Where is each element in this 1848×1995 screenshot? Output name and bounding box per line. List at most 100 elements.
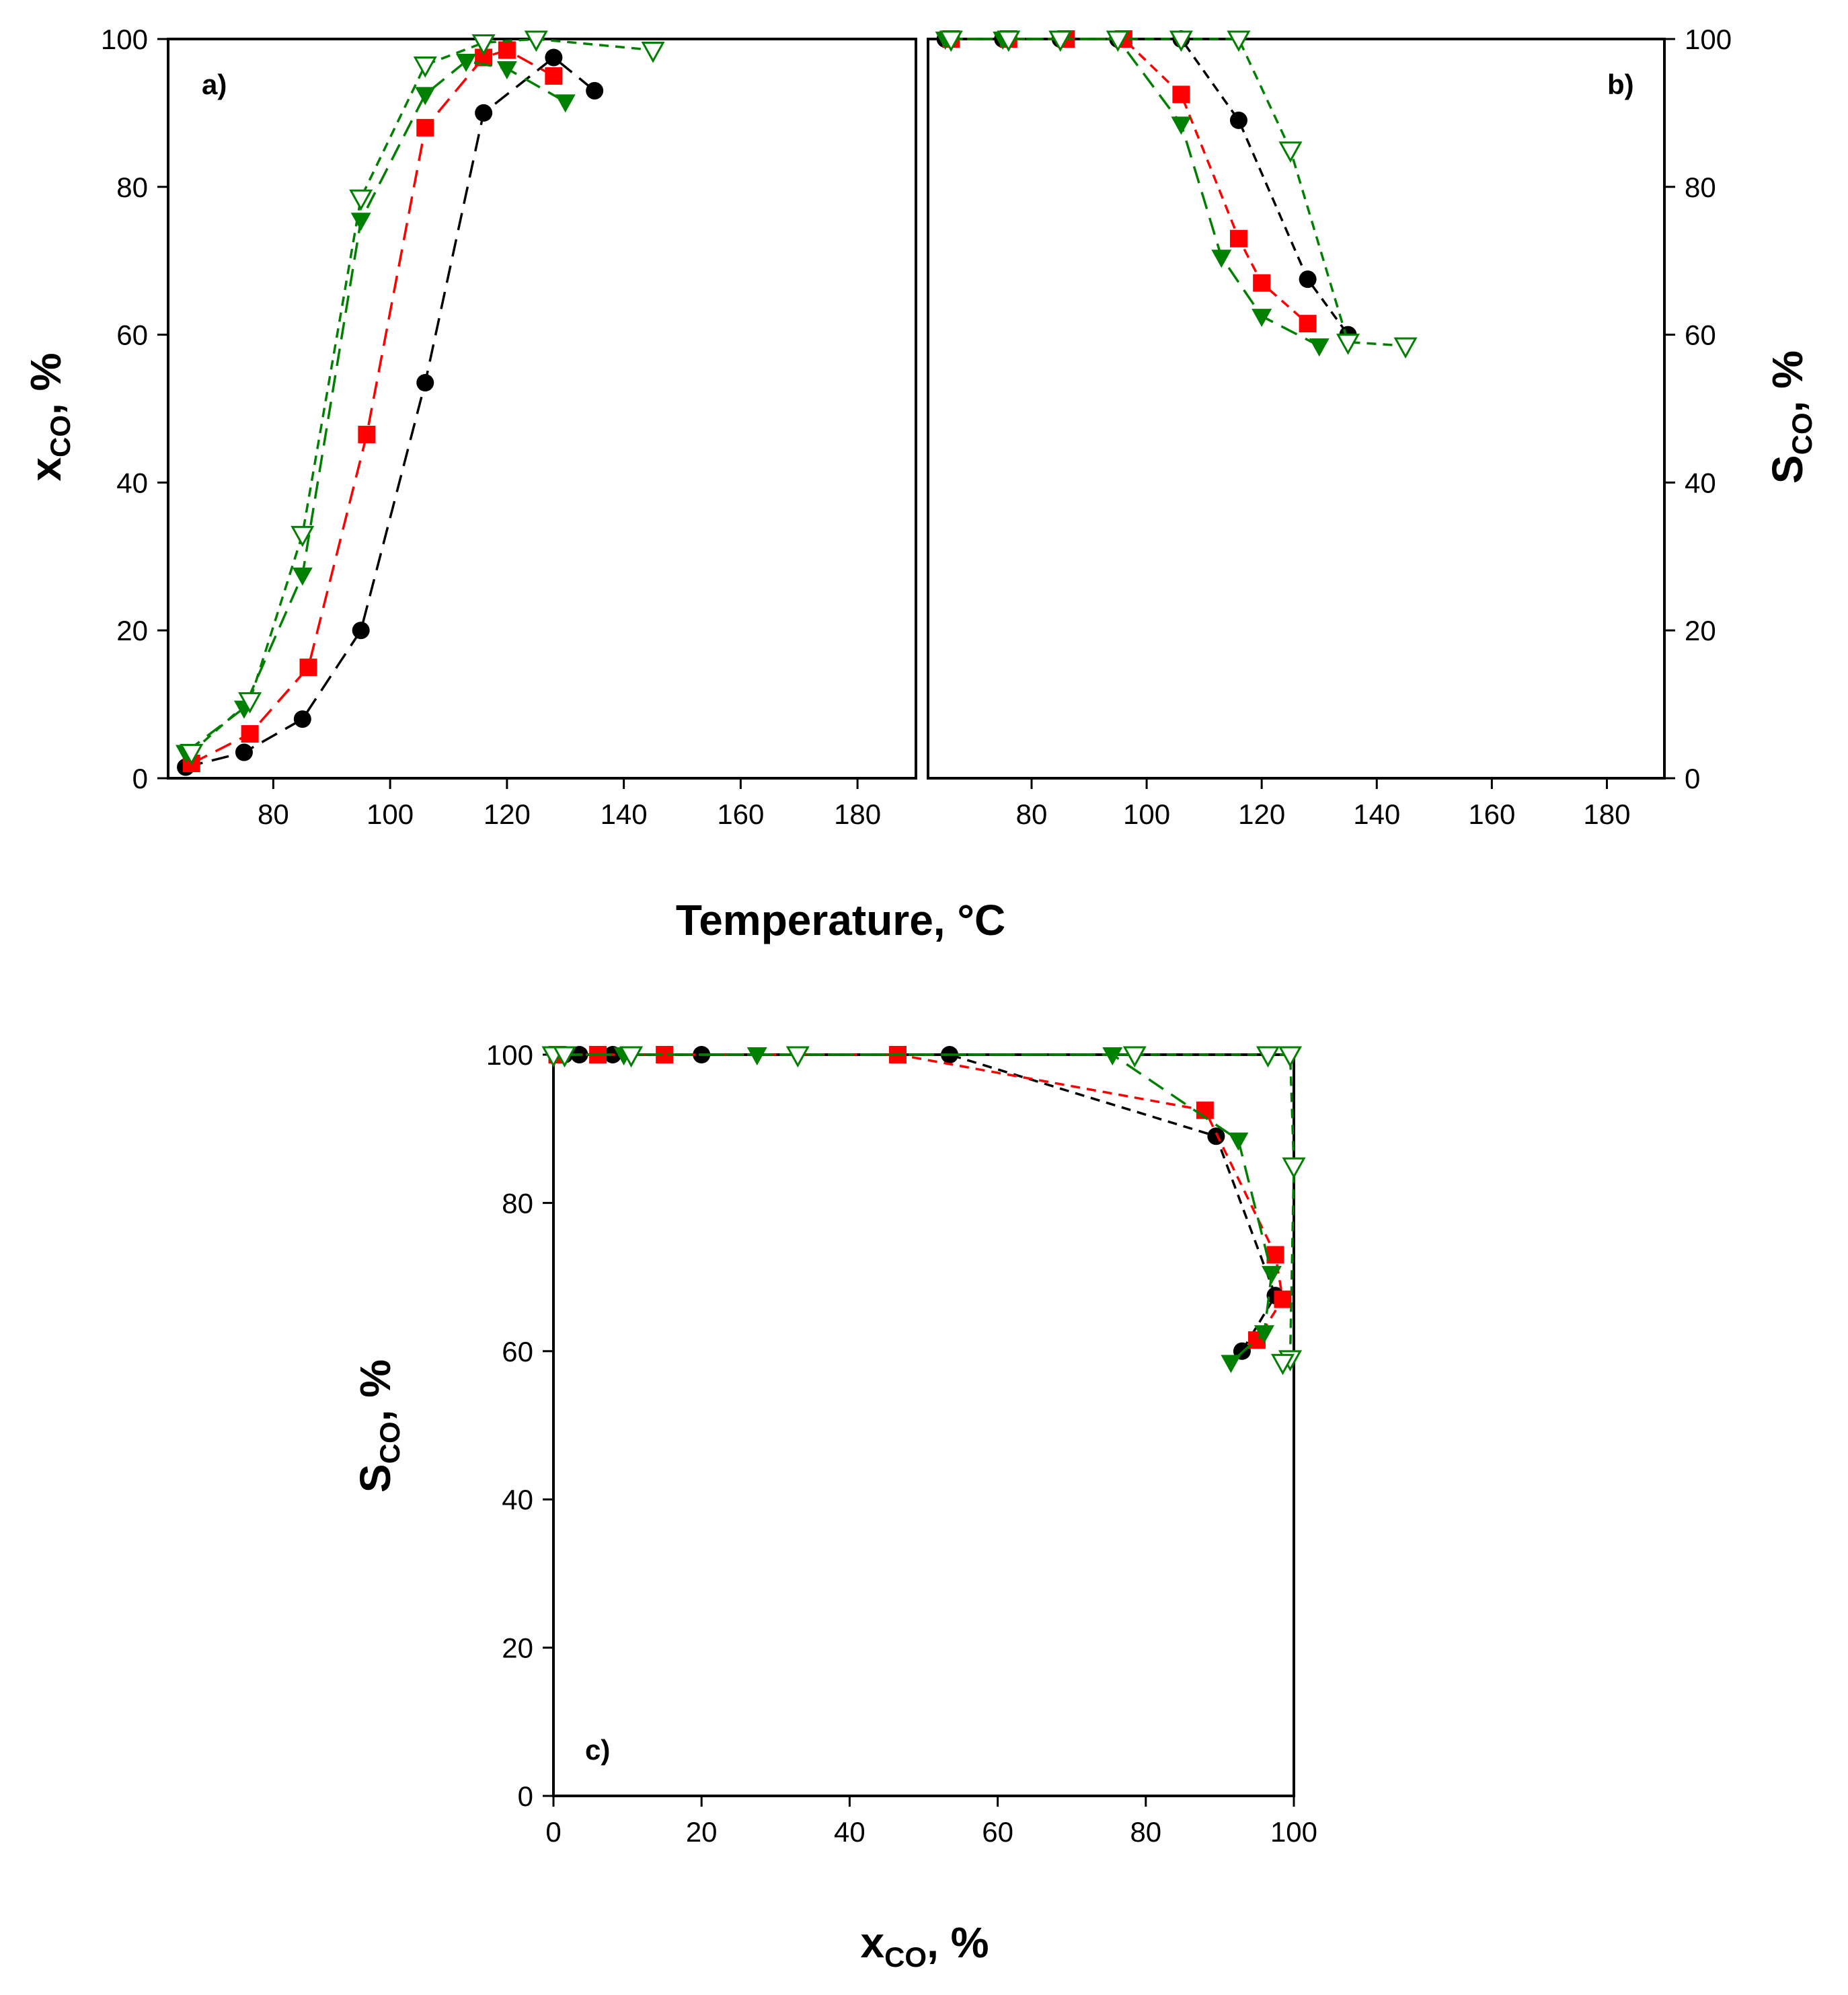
y-tick-label: 0 <box>518 1780 533 1812</box>
green-open-triangles-point <box>1256 1046 1280 1068</box>
panel-c-frame <box>552 1053 1295 1797</box>
green-open-triangles-point <box>1278 141 1303 163</box>
green-open-triangles-point <box>238 692 262 714</box>
x-tick-label: 20 <box>686 1816 718 1848</box>
y-tick-label: 100 <box>101 24 148 55</box>
panel-b-frame <box>927 38 1666 780</box>
green-filled-triangles-line <box>185 60 566 753</box>
red-squares-line <box>191 48 555 765</box>
green-open-triangles-point <box>1048 30 1073 52</box>
panel-c-chart: 0 20 40 60 80 100 0 20 40 60 80 100 <box>486 1039 1317 1848</box>
black-circles-point <box>586 81 604 100</box>
green-open-triangles-point <box>1106 30 1130 52</box>
black-circles-point <box>416 374 434 392</box>
y-tick-label: 0 <box>132 763 148 794</box>
black-circles-point <box>293 710 311 728</box>
x-tick-label: 80 <box>1016 798 1048 830</box>
y-tick-label: 20 <box>116 615 148 646</box>
green-open-triangles-point <box>785 1046 810 1068</box>
panel-c-label: c) <box>585 1734 610 1766</box>
green-open-triangles-point <box>349 189 373 211</box>
y-tick-label: 40 <box>1685 467 1716 498</box>
x-tick-label: 120 <box>1238 798 1285 830</box>
green-open-triangles-point <box>619 1046 644 1068</box>
black-circles-line <box>945 38 1349 336</box>
panel-b-chart: 80 100 120 140 160 180 0 20 40 60 80 100 <box>927 24 1732 830</box>
green-open-triangles-point <box>552 1046 577 1068</box>
y-tick-label: 60 <box>1685 319 1716 351</box>
green-open-triangles-point <box>471 34 496 56</box>
red-squares-point <box>358 425 376 443</box>
green-open-triangles-point <box>641 41 665 63</box>
green-filled-triangles-point <box>1102 1047 1123 1065</box>
green-filled-triangles-point <box>350 213 371 231</box>
green-filled-triangles-point <box>1221 1355 1241 1373</box>
green-filled-triangles-point <box>1309 338 1330 357</box>
red-squares-point <box>1274 1290 1292 1308</box>
green-filled-triangles-point <box>1211 250 1232 268</box>
green-open-triangles-point <box>1278 1046 1303 1068</box>
green-open-triangles-point <box>997 30 1021 52</box>
black-circles-point <box>352 622 370 640</box>
green-open-triangles-line <box>190 38 654 753</box>
black-circles-line <box>185 56 596 769</box>
panel-a-chart: 80 100 120 140 160 180 0 20 40 60 80 100 <box>101 24 917 830</box>
green-open-triangles-line <box>553 1053 1295 1363</box>
black-circles-point <box>545 48 563 67</box>
red-squares-point <box>416 118 434 137</box>
y-tick-label: 100 <box>486 1039 533 1071</box>
y-tick-label: 80 <box>1685 172 1716 203</box>
temperature-axis-title: Temperature, °C <box>676 896 1005 944</box>
red-squares-point <box>241 725 259 743</box>
black-circles-point <box>235 743 253 761</box>
green-open-triangles-point <box>939 30 963 52</box>
green-open-triangles-point <box>180 744 204 765</box>
black-circles-point <box>475 104 493 122</box>
y-tick-label: 20 <box>502 1632 533 1664</box>
green-filled-triangles-point <box>456 53 477 72</box>
red-squares-point <box>1266 1246 1284 1264</box>
red-squares-point <box>1253 274 1271 292</box>
green-open-triangles-point <box>1227 30 1251 52</box>
black-circles-point <box>1299 270 1317 289</box>
red-squares-point <box>545 67 563 85</box>
x-tick-label: 160 <box>717 798 764 830</box>
x-tick-label: 120 <box>484 798 531 830</box>
green-filled-triangles-point <box>1228 1132 1249 1151</box>
x-tick-label: 40 <box>834 1816 865 1848</box>
panel-b-y-axis-title: SCO, % <box>1763 350 1818 484</box>
green-open-triangles-point <box>524 30 548 52</box>
green-filled-triangles-point <box>746 1047 767 1065</box>
panel-c-x-axis-title: xCO, % <box>860 1918 989 1973</box>
green-open-triangles-point <box>1169 30 1193 52</box>
green-filled-triangles-point <box>1171 116 1192 135</box>
y-tick-label: 80 <box>116 172 148 203</box>
x-tick-label: 100 <box>1270 1816 1317 1848</box>
black-circles-point <box>1229 111 1247 129</box>
x-tick-label: 60 <box>982 1816 1013 1848</box>
green-filled-triangles-point <box>1254 1325 1274 1344</box>
green-filled-triangles-point <box>415 87 436 106</box>
black-circles-line <box>564 1053 1277 1352</box>
red-squares-point <box>1172 85 1190 104</box>
y-tick-label: 60 <box>116 319 148 351</box>
x-tick-label: 180 <box>1583 798 1630 830</box>
green-open-triangles-point <box>1393 337 1418 359</box>
x-tick-label: 140 <box>1353 798 1400 830</box>
x-tick-label: 80 <box>258 798 289 830</box>
y-tick-label: 80 <box>502 1187 533 1219</box>
y-tick-label: 20 <box>1685 615 1716 646</box>
x-tick-label: 140 <box>601 798 648 830</box>
panel-a-frame <box>167 38 917 780</box>
y-tick-label: 100 <box>1685 24 1732 55</box>
green-filled-triangles-point <box>496 61 517 79</box>
green-open-triangles-point <box>1336 334 1360 355</box>
red-squares-point <box>1299 315 1317 333</box>
green-filled-triangles-line <box>564 1053 1273 1363</box>
panel-a-y-axis-title: xCO, % <box>22 352 76 481</box>
green-open-triangles-point <box>1122 1046 1147 1068</box>
green-filled-triangles-point <box>1252 309 1272 328</box>
green-open-triangles-point <box>291 525 315 548</box>
green-filled-triangles-point <box>555 94 576 113</box>
